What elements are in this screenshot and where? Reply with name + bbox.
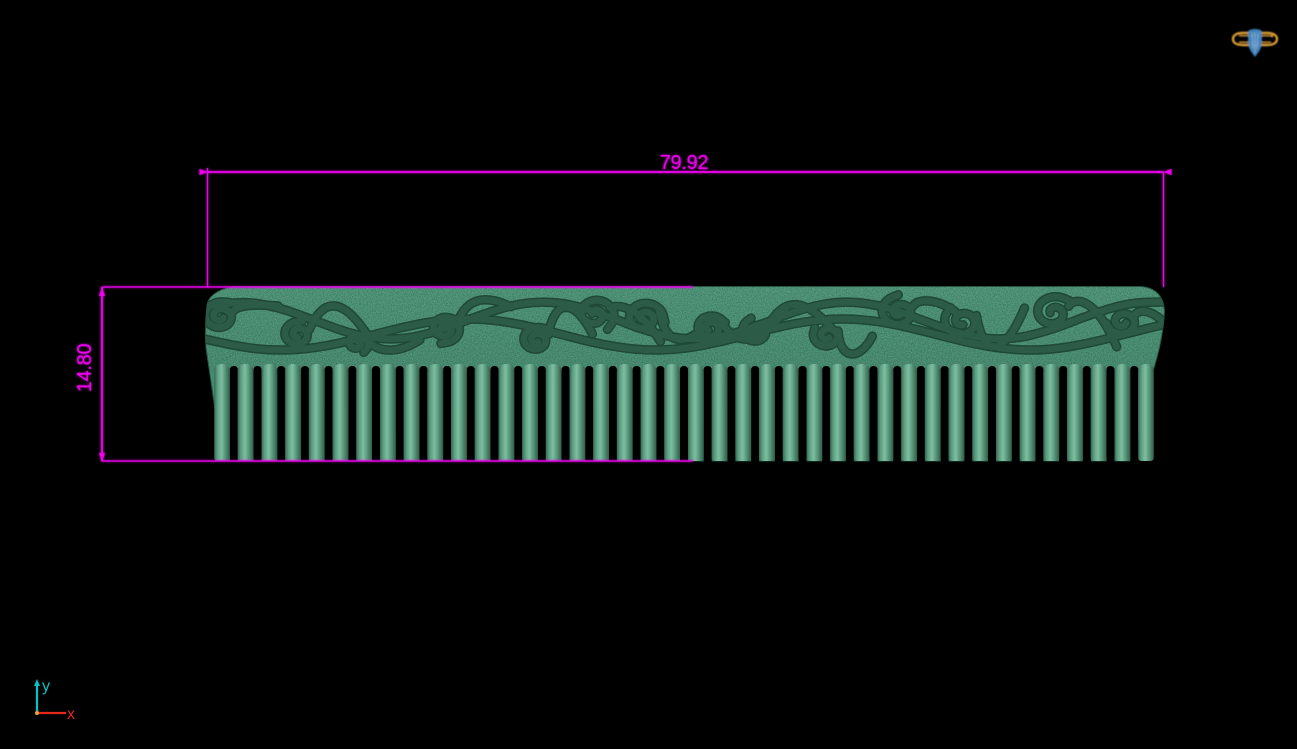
svg-text:y: y	[42, 678, 50, 695]
svg-text:79.92: 79.92	[660, 152, 709, 174]
svg-text:x: x	[67, 706, 75, 723]
svg-text:14.80: 14.80	[74, 344, 96, 393]
